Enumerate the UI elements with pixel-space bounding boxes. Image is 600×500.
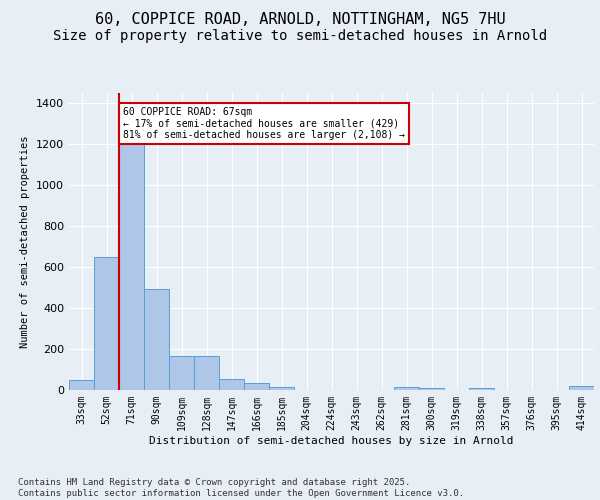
Text: 60 COPPICE ROAD: 67sqm
← 17% of semi-detached houses are smaller (429)
81% of se: 60 COPPICE ROAD: 67sqm ← 17% of semi-det…: [123, 107, 405, 140]
Text: Contains HM Land Registry data © Crown copyright and database right 2025.
Contai: Contains HM Land Registry data © Crown c…: [18, 478, 464, 498]
Bar: [394, 387, 419, 390]
Bar: [219, 378, 244, 390]
Bar: [69, 380, 94, 390]
Bar: [119, 144, 144, 390]
Bar: [94, 256, 119, 390]
Bar: [244, 383, 269, 390]
Bar: [469, 388, 494, 390]
Bar: [419, 388, 444, 390]
X-axis label: Distribution of semi-detached houses by size in Arnold: Distribution of semi-detached houses by …: [149, 436, 514, 446]
Bar: [144, 290, 169, 390]
Bar: [269, 387, 294, 390]
Bar: [194, 356, 219, 390]
Y-axis label: Number of semi-detached properties: Number of semi-detached properties: [20, 135, 31, 348]
Bar: [169, 356, 194, 390]
Bar: [569, 386, 594, 390]
Text: Size of property relative to semi-detached houses in Arnold: Size of property relative to semi-detach…: [53, 29, 547, 43]
Text: 60, COPPICE ROAD, ARNOLD, NOTTINGHAM, NG5 7HU: 60, COPPICE ROAD, ARNOLD, NOTTINGHAM, NG…: [95, 12, 505, 28]
